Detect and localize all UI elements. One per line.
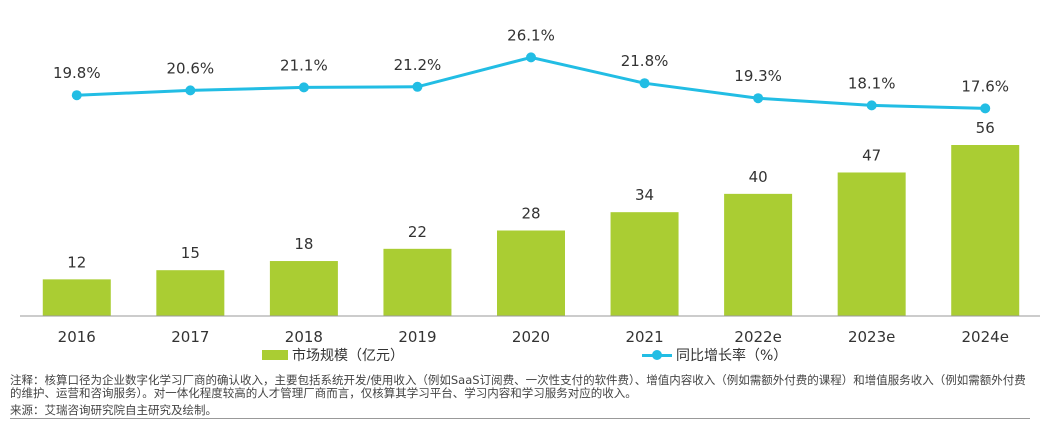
legend-line: 同比增长率（%） [642,345,787,365]
growth-rate-point-2020 [526,52,536,63]
growth-rate-label-2016: 19.8% [53,64,101,82]
growth-rate-point-2021 [639,78,650,89]
footer-divider [10,418,1030,419]
growth-rate-label-2020: 26.1% [507,26,555,44]
growth-rate-labels: 19.8% 20.6% 21.1% 21.2% 26.1% 21.8% 19.3% 18.1%… [53,26,1009,95]
legend-line-swatch [642,350,672,360]
bar-2023e [837,172,906,316]
x-tick-2024e: 2024e [962,328,1009,346]
x-tick-2017: 2017 [171,328,209,346]
bar-2022e [724,193,793,316]
x-tick-2023e: 2023e [848,328,895,346]
bar-2020 [497,230,565,316]
bar-label-2019: 22 [408,223,427,241]
growth-rate-label-2021: 21.8% [621,52,669,70]
chart-source: 来源：艾瑞咨询研究院自主研究及绘制。 [10,403,217,417]
bar-2024e [951,145,1020,316]
bar-label-2024e: 56 [976,119,995,137]
bar-label-2016: 12 [67,253,86,271]
x-tick-2020: 2020 [512,328,550,346]
bar-label-2021: 34 [635,186,654,204]
legend-bar-label: 市场规模（亿元） [292,348,404,364]
x-tick-2016: 2016 [58,328,96,346]
growth-rate-label-2019: 21.2% [394,56,442,74]
bar-2018 [269,261,338,316]
bar-label-2023e: 47 [862,146,881,164]
bar-label-2018: 18 [294,235,313,253]
growth-rate-point-2022e [753,93,764,104]
bar-2017 [156,270,225,316]
bar-series [42,145,1020,316]
bar-2016 [42,279,111,316]
growth-rate-series [71,52,991,114]
growth-rate-label-2023e: 18.1% [848,74,896,92]
growth-rate-point-2018 [298,82,309,93]
bar-label-2020: 28 [521,205,540,223]
growth-rate-point-2024e [980,103,991,114]
bar-2021 [610,212,679,316]
x-tick-2018: 2018 [285,328,323,346]
bar-2019 [383,248,452,316]
x-tick-2022e: 2022e [734,328,781,346]
growth-rate-label-2022e: 19.3% [734,67,782,85]
bar-label-2017: 15 [181,244,200,262]
bar-label-2022e: 40 [749,168,768,186]
legend-line-label: 同比增长率（%） [676,348,788,364]
x-tick-2021: 2021 [625,328,663,346]
x-tick-2019: 2019 [398,328,436,346]
growth-rate-label-2018: 21.1% [280,56,328,74]
growth-rate-point-2019 [412,81,423,92]
growth-rate-point-2017 [185,85,196,96]
x-axis-tick-labels: 2016 2017 2018 2019 2020 2021 2022e 2023e 2024e [58,328,1009,346]
growth-rate-point-2023e [866,100,877,111]
bar-value-labels: 12 15 18 22 28 34 40 47 56 [67,119,995,271]
growth-rate-point-2016 [71,90,82,101]
legend-bar: 市场规模（亿元） [262,345,404,365]
growth-rate-label-2017: 20.6% [167,59,215,77]
chart-note: 注释：核算口径为企业数字化学习厂商的确认收入，主要包括系统开发/使用收入（例如S… [10,373,1026,400]
growth-rate-label-2024e: 17.6% [961,77,1009,95]
legend-bar-swatch [262,350,288,360]
